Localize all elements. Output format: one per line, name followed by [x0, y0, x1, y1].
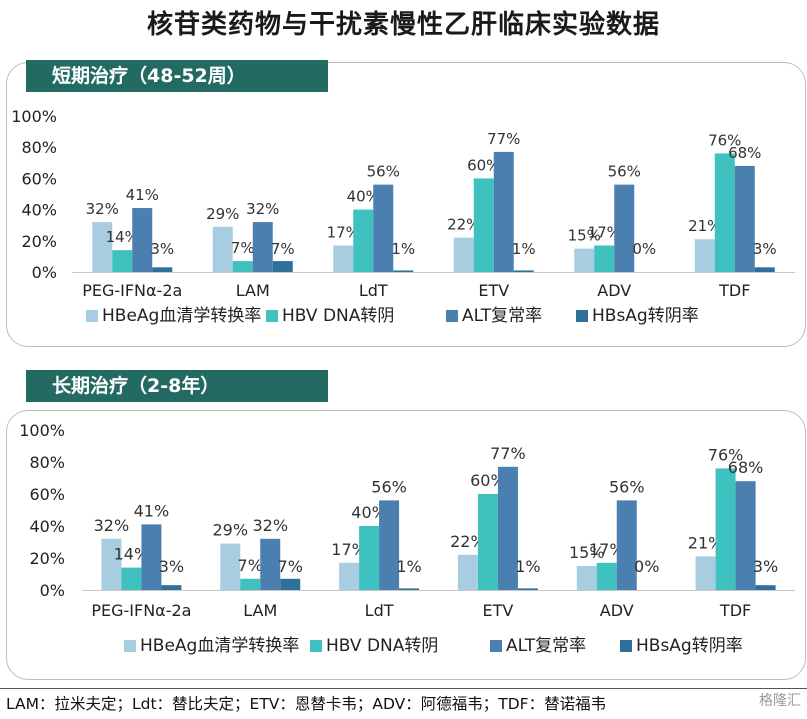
data-label: 3%: [159, 557, 184, 576]
legend-label: HBV DNA转阴: [326, 636, 438, 656]
bar: [577, 566, 597, 590]
legend-label: HBeAg血清学转换率: [140, 636, 299, 656]
bar: [379, 500, 399, 590]
watermark: 格隆汇: [759, 690, 801, 710]
category-label: ADV: [600, 601, 634, 620]
y-tick-label: 100%: [19, 421, 65, 440]
data-label: 3%: [753, 557, 778, 576]
legend-swatch: [310, 640, 322, 652]
data-label: 77%: [490, 444, 526, 463]
category-label: LdT: [365, 601, 394, 620]
legend-swatch: [620, 640, 632, 652]
bar: [756, 585, 776, 590]
legend-label: HBsAg转阴率: [636, 636, 743, 656]
bar: [458, 555, 478, 590]
data-label: 0%: [634, 557, 659, 576]
bar: [696, 556, 716, 590]
legend-swatch: [490, 640, 502, 652]
bar: [597, 563, 617, 590]
category-label: LAM: [243, 601, 277, 620]
y-tick-label: 80%: [29, 453, 65, 472]
category-label: ETV: [483, 601, 514, 620]
bar: [617, 500, 637, 590]
bar: [716, 468, 736, 590]
data-label: 7%: [238, 556, 263, 575]
bar: [339, 563, 359, 590]
legend-swatch: [124, 640, 136, 652]
category-label: TDF: [719, 601, 751, 620]
data-label: 68%: [728, 458, 764, 477]
data-label: 56%: [371, 477, 407, 496]
bar: [399, 588, 419, 590]
data-label: 1%: [515, 557, 540, 576]
bar: [121, 568, 141, 590]
data-label: 32%: [252, 516, 288, 535]
footnote: LAM：拉米夫定；Ldt：替比夫定；ETV：恩替卡韦；ADV：阿德福韦；TDF：…: [0, 688, 807, 718]
data-label: 41%: [134, 501, 170, 520]
data-label: 32%: [94, 516, 130, 535]
y-tick-label: 60%: [29, 485, 65, 504]
bar: [518, 588, 538, 590]
bar: [280, 579, 300, 590]
category-label: PEG-IFNα-2a: [91, 601, 191, 620]
bar: [161, 585, 181, 590]
data-label: 56%: [609, 477, 645, 496]
bar: [478, 494, 498, 590]
y-tick-label: 0%: [40, 581, 65, 600]
y-tick-label: 20%: [29, 549, 65, 568]
y-tick-label: 40%: [29, 517, 65, 536]
data-label: 29%: [212, 521, 248, 540]
data-label: 7%: [278, 557, 303, 576]
data-label: 1%: [396, 557, 421, 576]
bar: [240, 579, 260, 590]
bar: [359, 526, 379, 590]
legend-label: ALT复常率: [506, 636, 586, 656]
